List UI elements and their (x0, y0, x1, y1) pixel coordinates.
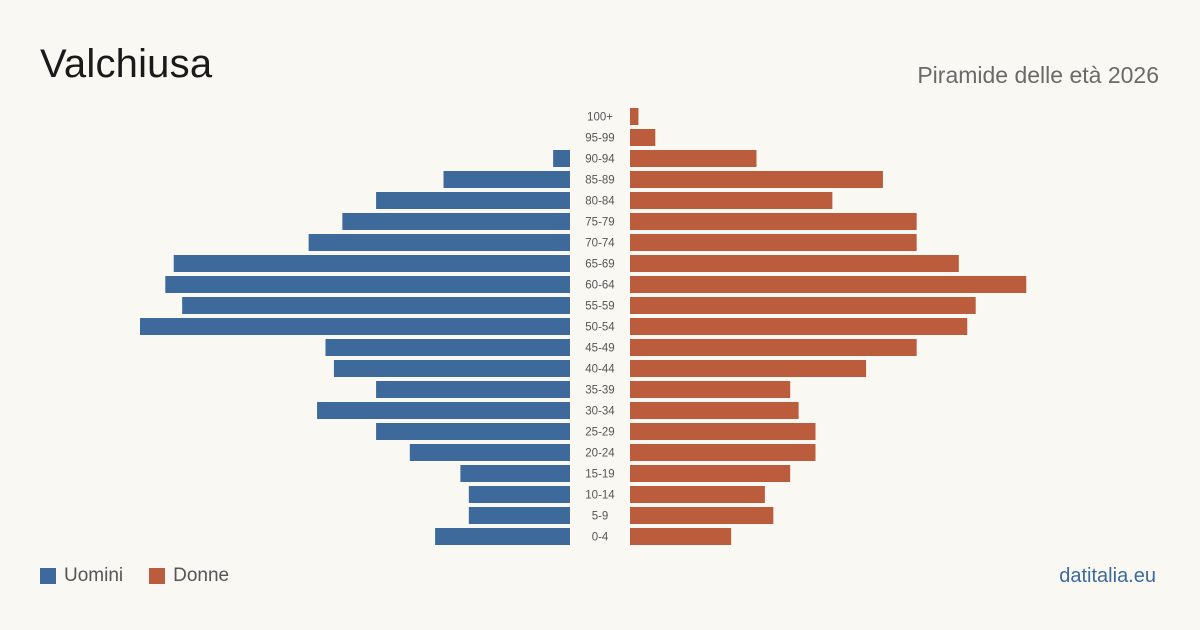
age-label-95-99: 95-99 (585, 133, 614, 145)
bar-women-35-39 (630, 381, 791, 398)
age-label-65-69: 65-69 (585, 259, 614, 271)
bar-men-55-59 (182, 297, 570, 314)
legend-label-women: Donne (173, 565, 230, 586)
page-title: Valchiusa (40, 42, 213, 86)
bar-men-75-79 (342, 213, 570, 230)
bar-men-10-14 (468, 486, 570, 503)
age-label-70-74: 70-74 (585, 238, 615, 250)
age-label-20-24: 20-24 (585, 448, 615, 460)
age-label-40-44: 40-44 (585, 364, 615, 376)
bar-women-70-74 (630, 234, 917, 251)
bar-men-65-69 (173, 255, 570, 272)
bar-women-95-99 (630, 129, 656, 146)
age-label-75-79: 75-79 (585, 217, 614, 229)
bar-men-15-19 (460, 465, 570, 482)
age-label-45-49: 45-49 (585, 343, 614, 355)
bar-women-0-4 (630, 528, 732, 545)
chart-subtitle: Piramide delle età 2026 (917, 62, 1159, 88)
bar-men-40-44 (333, 360, 570, 377)
age-label-0-4: 0-4 (592, 532, 609, 544)
bar-men-50-54 (140, 318, 570, 335)
bar-women-85-89 (630, 171, 883, 188)
bar-women-80-84 (630, 192, 833, 209)
age-label-90-94: 90-94 (585, 154, 615, 166)
bar-women-30-34 (630, 402, 799, 419)
bar-men-35-39 (376, 381, 570, 398)
bar-men-80-84 (376, 192, 570, 209)
legend-swatch-men (40, 568, 56, 584)
bar-women-10-14 (630, 486, 765, 503)
brand-link[interactable]: datitalia.eu (1059, 565, 1156, 587)
bar-women-75-79 (630, 213, 917, 230)
bar-women-60-64 (630, 276, 1027, 293)
bar-men-20-24 (409, 444, 570, 461)
bar-men-70-74 (308, 234, 570, 251)
bar-women-50-54 (630, 318, 968, 335)
age-label-60-64: 60-64 (585, 280, 615, 292)
bar-men-25-29 (376, 423, 570, 440)
bar-men-5-9 (468, 507, 570, 524)
legend-label-men: Uomini (64, 565, 124, 586)
bar-women-25-29 (630, 423, 816, 440)
bar-men-0-4 (435, 528, 570, 545)
bar-women-65-69 (630, 255, 959, 272)
bar-men-60-64 (165, 276, 570, 293)
bar-women-100+ (630, 108, 639, 125)
age-label-15-19: 15-19 (585, 469, 614, 481)
age-label-55-59: 55-59 (585, 301, 614, 313)
bar-men-30-34 (317, 402, 570, 419)
bar-women-55-59 (630, 297, 976, 314)
bar-women-90-94 (630, 150, 757, 167)
age-label-5-9: 5-9 (592, 511, 609, 523)
chart-legend: Uomini Donne (40, 565, 255, 587)
age-label-30-34: 30-34 (585, 406, 615, 418)
age-label-80-84: 80-84 (585, 196, 615, 208)
age-label-100+: 100+ (587, 112, 613, 124)
bar-women-15-19 (630, 465, 791, 482)
age-label-35-39: 35-39 (585, 385, 614, 397)
bar-women-45-49 (630, 339, 917, 356)
bar-women-20-24 (630, 444, 816, 461)
age-label-85-89: 85-89 (585, 175, 614, 187)
bar-women-40-44 (630, 360, 867, 377)
age-label-50-54: 50-54 (585, 322, 615, 334)
legend-item-men: Uomini (40, 565, 123, 587)
bar-women-5-9 (630, 507, 774, 524)
bar-men-85-89 (443, 171, 570, 188)
age-label-10-14: 10-14 (585, 490, 615, 502)
age-label-25-29: 25-29 (585, 427, 614, 439)
bar-men-45-49 (325, 339, 570, 356)
bar-men-90-94 (553, 150, 570, 167)
legend-swatch-women (149, 568, 166, 584)
legend-item-women: Donne (149, 565, 229, 587)
